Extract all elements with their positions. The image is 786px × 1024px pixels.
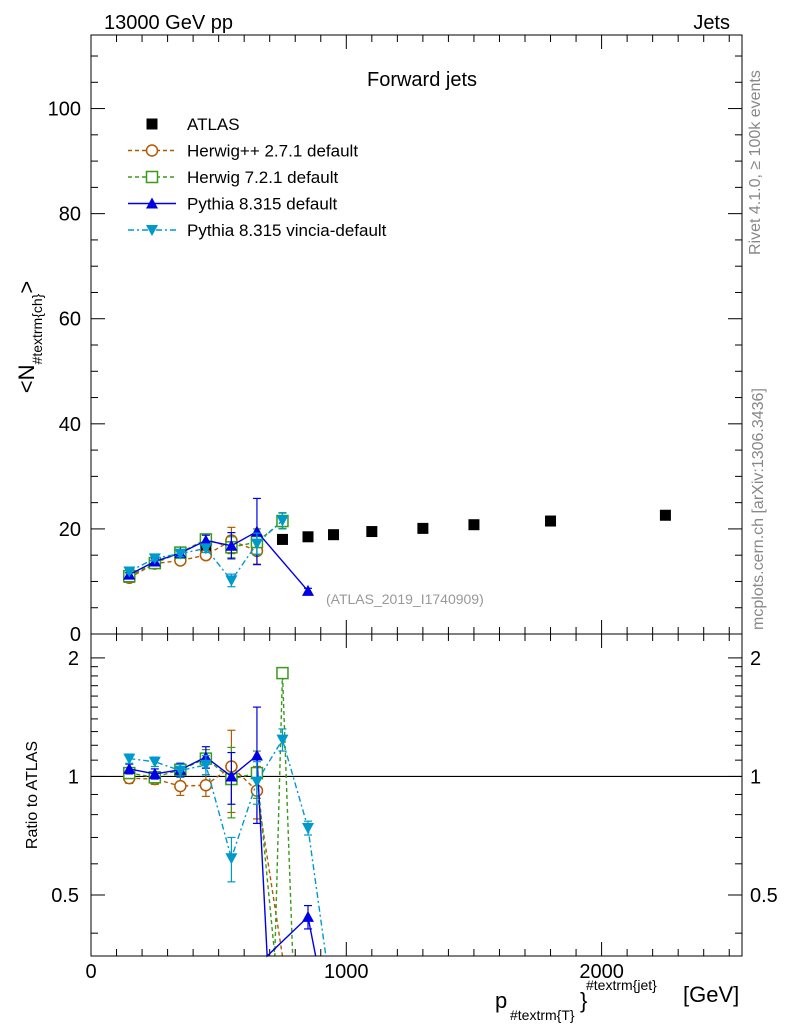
ratio-y-axis-label: Ratio to ATLAS [24, 741, 41, 849]
data-point [148, 767, 161, 779]
legend-item: Pythia 8.315 vincia-default [128, 221, 387, 240]
legend-label: Pythia 8.315 default [187, 195, 338, 214]
main-y-tick-label: 100 [48, 99, 81, 121]
x-label-brace: } [580, 988, 587, 1013]
legend-label: Herwig 7.2.1 default [187, 168, 338, 187]
ratio-y-tick-label: 1 [68, 766, 79, 788]
data-point [174, 765, 187, 777]
legend: ATLAS Herwig++ 2.7.1 default Herwig 7.2.1 … [128, 115, 387, 240]
ratio-line-2 [129, 754, 317, 958]
legend-label: Pythia 8.315 vincia-default [187, 221, 387, 240]
main-y-tick-label: 20 [59, 519, 81, 541]
data-point [199, 534, 212, 546]
y-label-sub: #textrm{ch} [29, 293, 45, 364]
ratio-plot-frame [90, 633, 743, 957]
data-point [123, 753, 136, 765]
data-point [199, 543, 212, 555]
ratio-line-3 [129, 737, 327, 957]
main-y-tick-label: 0 [70, 624, 81, 646]
main-y-tick-label: 60 [59, 309, 81, 331]
ratio-y-tick-label: 2 [68, 648, 79, 670]
data-point [199, 759, 212, 771]
data-point [276, 533, 288, 545]
header-category-label: Jets [693, 12, 730, 34]
ratio-series-1 [123, 666, 294, 957]
ratio-y-tick-label-right: 2 [750, 648, 761, 670]
rivet-version-label: Rivet 4.1.0, ≥ 100k events [747, 70, 764, 255]
legend-item: ATLAS [146, 115, 240, 134]
x-label-sub: #textrm{T} [510, 1007, 575, 1023]
data-point [302, 822, 314, 834]
ratio-y-tick-label-right: 0.5 [750, 885, 778, 907]
main-panel: Forward jets (ATLAS_2019_I1740909) 0 20 40… [14, 34, 743, 646]
main-series-4 [123, 512, 289, 588]
legend-item: Herwig 7.2.1 default [128, 168, 338, 187]
data-point [276, 515, 289, 527]
y-label-main: <N [14, 364, 39, 393]
header-energy-label: 13000 GeV pp [104, 12, 233, 34]
data-point [225, 575, 238, 587]
ratio-series-2 [123, 706, 317, 958]
data-point [250, 749, 263, 761]
legend-marker [145, 170, 159, 184]
analysis-watermark: (ATLAS_2019_I1740909) [326, 591, 484, 607]
x-label-sup: #textrm{jet} [586, 977, 657, 993]
data-point [250, 776, 263, 788]
main-y-axis-label: <N#textrm{ch}> [14, 281, 45, 393]
data-point [468, 519, 480, 531]
data-point [174, 779, 187, 793]
legend-item: Herwig++ 2.7.1 default [128, 142, 358, 161]
data-point [225, 539, 238, 551]
main-title: Forward jets [367, 69, 477, 91]
legend-marker [146, 197, 158, 209]
data-point [174, 548, 187, 560]
legend-marker [146, 225, 158, 236]
x-label-unit: [GeV] [683, 982, 739, 1007]
x-tick-label: 1000 [324, 961, 369, 983]
main-y-tick-label: 80 [59, 204, 81, 226]
legend-label: ATLAS [187, 115, 240, 134]
ratio-y-tick-label: 0.5 [51, 885, 79, 907]
data-point [225, 853, 238, 865]
legend-marker [145, 144, 159, 157]
y-label-end: > [14, 281, 39, 294]
data-point [276, 666, 289, 680]
legend-item: Pythia 8.315 default [128, 195, 338, 214]
svg-text:<N#textrm{ch}>: <N#textrm{ch}> [14, 281, 45, 393]
main-series-1 [123, 526, 264, 585]
main-y-tick-label: 40 [59, 414, 81, 436]
legend-label: Herwig++ 2.7.1 default [187, 142, 358, 161]
x-label-p: p [495, 988, 507, 1013]
x-tick-label: 2000 [579, 961, 624, 983]
ratio-line-1 [129, 673, 294, 957]
data-point [302, 531, 314, 543]
data-point [199, 778, 213, 792]
data-point [225, 770, 238, 782]
x-axis-label: p #textrm{T} #textrm{jet} } [GeV] [495, 977, 739, 1023]
data-point [250, 525, 263, 537]
ratio-series-3 [123, 728, 327, 957]
data-point [302, 910, 314, 922]
data-point [148, 756, 161, 768]
data-point [659, 509, 671, 521]
data-point [417, 522, 429, 534]
data-point [366, 526, 378, 538]
data-point [123, 566, 136, 578]
data-point [250, 538, 263, 550]
ratio-panel: 0.5 0.5 1 1 2 2 0 1000 2000 Ratio to ATLAS p #te… [24, 633, 778, 1023]
data-point [276, 734, 289, 746]
data-point [302, 584, 314, 596]
ratio-y-tick-label-right: 1 [750, 766, 761, 788]
mcplots-credit-label: mcplots.cern.ch [arXiv:1306.3436] [750, 388, 767, 630]
x-tick-label: 0 [85, 961, 96, 983]
data-point [148, 553, 161, 565]
data-point [545, 515, 557, 527]
data-point [123, 762, 136, 774]
data-point [328, 529, 340, 541]
legend-marker [146, 118, 158, 130]
